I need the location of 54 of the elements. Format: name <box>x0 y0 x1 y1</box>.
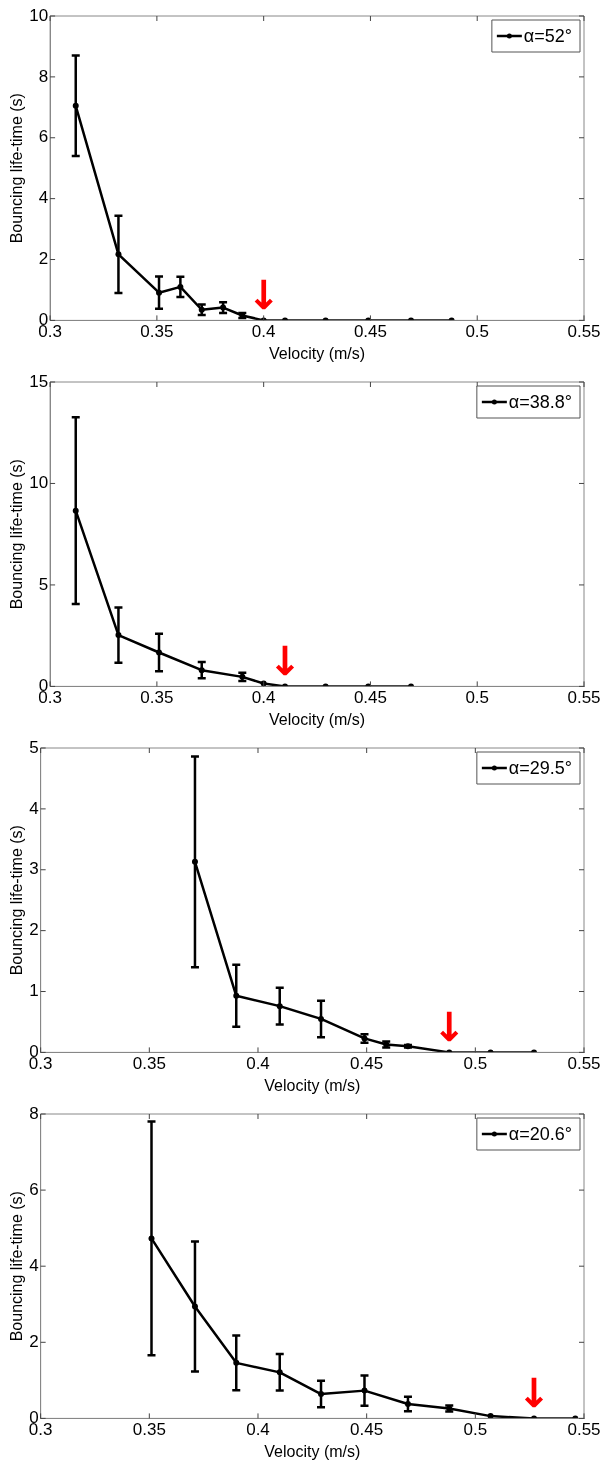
x-tick-label: 0.4 <box>251 322 276 342</box>
legend-label: α=20.6° <box>508 1123 573 1144</box>
x-tick-label: 0.5 <box>463 1054 488 1074</box>
x-tick-label: 0.55 <box>567 688 601 708</box>
y-tick-label: 5 <box>38 574 49 594</box>
legend-label: α=29.5° <box>508 757 573 778</box>
y-tick-label: 2 <box>29 1331 39 1351</box>
x-tick-label: 0.4 <box>251 688 276 708</box>
x-tick-label: 0.35 <box>140 688 174 708</box>
y-tick-label: 6 <box>29 1179 39 1199</box>
annotation: ↓ <box>246 271 281 318</box>
y-tick-label: 2 <box>29 920 39 940</box>
x-tick-label: 0.45 <box>350 1054 384 1074</box>
y-tick-label: 10 <box>29 473 49 493</box>
x-tick-label: 0.5 <box>465 322 490 342</box>
x-tick-label: 0.35 <box>140 322 174 342</box>
y-tick-label: 8 <box>38 66 49 86</box>
y-axis-title: Bouncing life-time (s) <box>8 93 26 244</box>
x-tick-label: 0.45 <box>353 322 387 342</box>
y-tick-label: 8 <box>29 1103 39 1123</box>
annotation: ↓ <box>268 637 302 684</box>
y-tick-label: 2 <box>38 249 49 269</box>
x-tick-label: 0.45 <box>350 1420 384 1440</box>
y-tick-label: 4 <box>29 798 39 818</box>
x-tick-label: 0.55 <box>567 1054 601 1074</box>
y-tick-label: 15 <box>29 371 49 391</box>
x-tick-label: 0.35 <box>132 1420 166 1440</box>
y-tick-label: 4 <box>38 188 49 208</box>
y-axis-title: Bouncing life-time (s) <box>8 825 26 976</box>
x-tick-label: 0.5 <box>465 688 490 708</box>
x-tick-label: 0.4 <box>246 1054 270 1074</box>
x-tick-label: 0.45 <box>353 688 387 708</box>
x-tick-label: 0.55 <box>567 322 601 342</box>
point <box>487 1413 494 1419</box>
y-tick-label: 6 <box>38 127 49 147</box>
x-axis-title: Velocity (m/s) <box>264 1076 361 1094</box>
x-tick-label: 0.55 <box>567 1420 601 1440</box>
legend-label: α=52° <box>523 25 572 46</box>
annotation: ↓ <box>432 1003 467 1050</box>
x-axis-title: Velocity (m/s) <box>269 344 366 362</box>
x-tick-label: 0.5 <box>463 1420 488 1440</box>
y-axis-title: Bouncing life-time (s) <box>8 1191 26 1342</box>
y-tick-label: 5 <box>29 737 39 757</box>
legend-label: α=38.8° <box>508 391 573 412</box>
x-axis-title: Velocity (m/s) <box>264 1442 361 1460</box>
y-tick-label: 1 <box>29 981 39 1001</box>
annotation: ↓ <box>517 1369 551 1416</box>
x-tick-label: 0.35 <box>132 1054 166 1074</box>
x-axis-title: Velocity (m/s) <box>269 710 366 728</box>
y-tick-label: 4 <box>29 1255 39 1275</box>
y-tick-label: 3 <box>29 859 39 879</box>
y-tick-label: 10 <box>29 5 49 25</box>
x-tick-label: 0.4 <box>246 1420 270 1440</box>
y-axis-title: Bouncing life-time (s) <box>8 459 26 610</box>
